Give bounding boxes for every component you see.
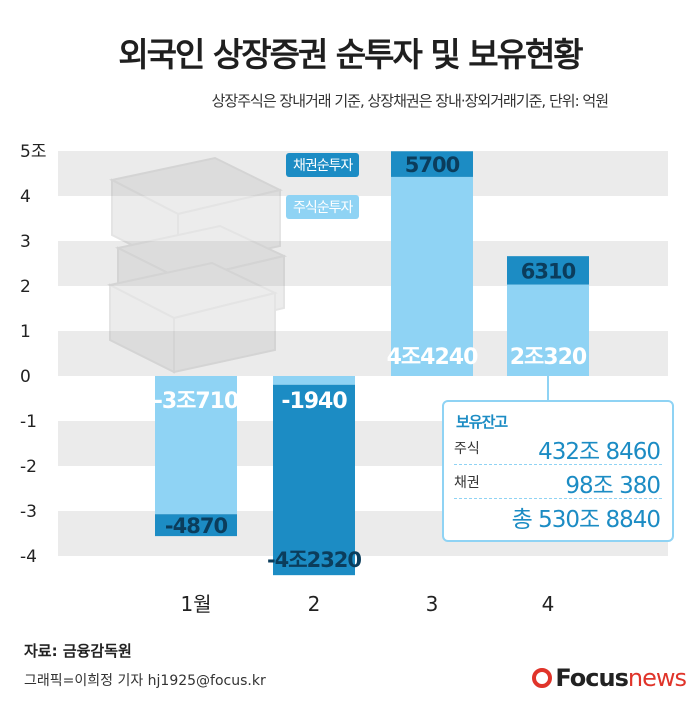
bar-stock xyxy=(155,376,237,515)
logo-focus-text: Focus xyxy=(555,664,629,692)
bar-chart: 5조 4 3 2 1 0 -1 -2 -3 -4 -3조710 -4870 -1940 -4조2320 4… xyxy=(20,142,668,616)
source-note: 자료: 금융감독원 xyxy=(24,642,132,660)
y-tick-label: -2 xyxy=(20,457,37,477)
bar-stock xyxy=(273,376,355,385)
bar-stock xyxy=(507,284,589,376)
holdings-total-value: 총 530조 8840 xyxy=(511,507,661,533)
y-tick-label: 2 xyxy=(20,277,31,297)
holdings-divider xyxy=(454,498,662,499)
y-tick-label: 5조 xyxy=(20,142,46,162)
bar-stock xyxy=(391,176,473,376)
bar-bond xyxy=(155,514,237,537)
y-tick-label: -3 xyxy=(20,502,37,522)
x-tick-label: 2 xyxy=(308,592,321,616)
y-tick-label: 3 xyxy=(20,232,31,252)
chart-title: 외국인 상장증권 순투자 및 보유현황 xyxy=(118,35,583,74)
y-tick-label: 1 xyxy=(20,322,31,342)
data-label-bond: -4조2320 xyxy=(267,548,361,572)
data-label-stock: 4조4240 xyxy=(387,345,478,370)
holdings-bond-row: 채권 98조 380 xyxy=(454,466,662,499)
bar-bond xyxy=(391,151,473,177)
data-label-stock: 2조320 xyxy=(510,345,587,370)
data-label-bond: 5700 xyxy=(405,153,460,177)
y-tick-label: 0 xyxy=(20,367,31,387)
bars xyxy=(155,151,589,576)
graphic-credit: 그래픽=이희정 기자 hj1925@focus.kr xyxy=(24,673,266,689)
y-tick-label: 4 xyxy=(20,187,31,207)
legend-stock: 주식순투자 xyxy=(286,195,360,219)
data-labels: -3조710 -4870 -1940 -4조2320 4조4240 5700 2조320 63… xyxy=(154,153,588,572)
data-label-bond: 6310 xyxy=(521,259,576,283)
holdings-box: 보유잔고 주식 432조 8460 채권 98조 380 총 530조 8840 xyxy=(442,400,674,542)
holdings-bond-value: 98조 380 xyxy=(565,473,661,499)
chart-subtitle: 상장주식은 장내거래 기준, 상장채권은 장내·장외거래기준, 단위: 억원 xyxy=(211,92,609,110)
bar-bond xyxy=(507,256,589,285)
y-tick-label: -4 xyxy=(20,547,37,567)
x-tick-label: 4 xyxy=(542,592,555,616)
x-axis: 1월 2 3 4 xyxy=(180,592,554,616)
focus-news-logo: Focusnews xyxy=(532,664,687,692)
holdings-total-row: 총 530조 8840 xyxy=(454,500,662,533)
money-stack-illustration xyxy=(107,156,288,374)
holdings-divider xyxy=(454,464,662,465)
bar-bond xyxy=(273,384,355,576)
data-label-stock: -1940 xyxy=(281,389,347,414)
logo-news-text: news xyxy=(627,664,687,692)
data-label-stock: -3조710 xyxy=(154,389,239,414)
grid-band xyxy=(58,151,668,196)
holdings-stock-label: 주식 xyxy=(454,441,480,457)
data-label-bond: -4870 xyxy=(165,514,228,538)
holdings-title: 보유잔고 xyxy=(456,413,508,431)
y-tick-label: -1 xyxy=(20,412,37,432)
legend-bond: 채권순투자 xyxy=(286,153,360,177)
x-tick-label: 1월 xyxy=(180,592,211,616)
holdings-stock-row: 주식 432조 8460 xyxy=(454,432,662,465)
y-axis: 5조 4 3 2 1 0 -1 -2 -3 -4 xyxy=(20,142,46,567)
holdings-bond-label: 채권 xyxy=(454,475,480,491)
logo-mark-icon xyxy=(532,668,553,688)
holdings-stock-value: 432조 8460 xyxy=(538,439,661,465)
x-tick-label: 3 xyxy=(426,592,439,616)
